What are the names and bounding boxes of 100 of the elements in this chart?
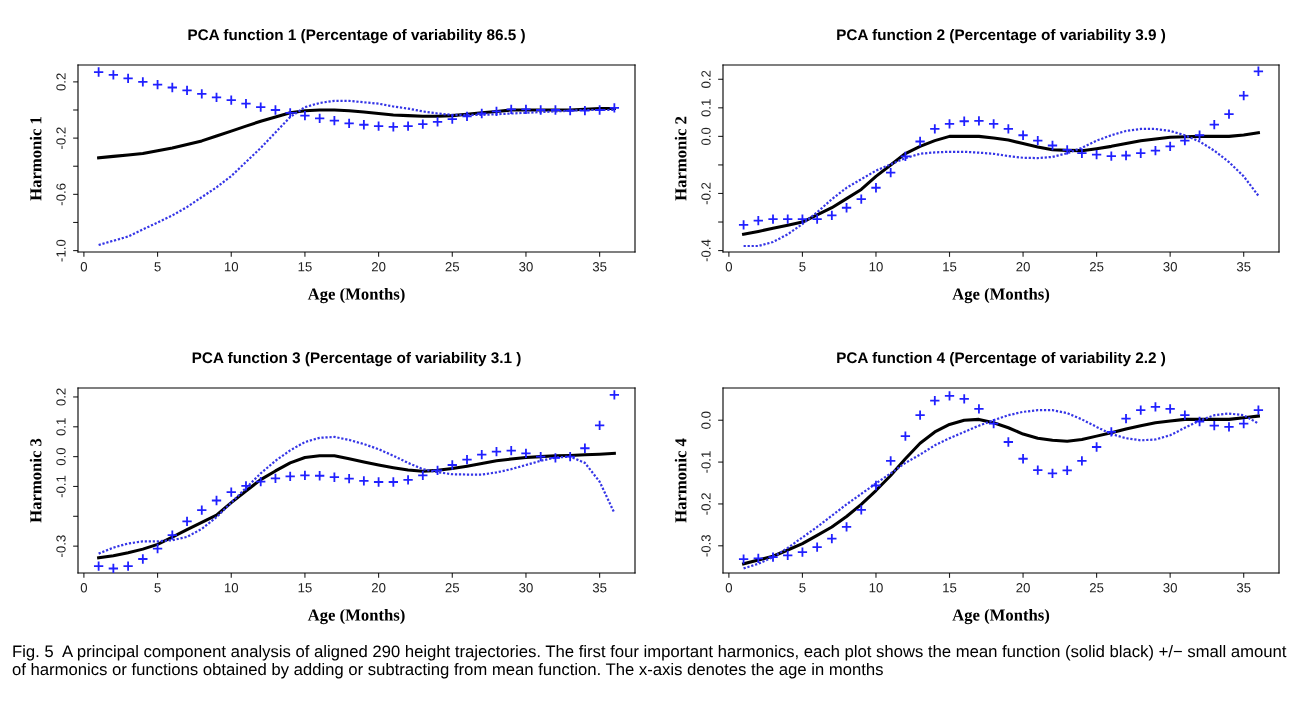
point (461, 110, 473, 122)
point (1223, 421, 1235, 433)
point (314, 470, 326, 482)
point (358, 475, 370, 487)
x-tick-label: 0 (725, 262, 733, 272)
x-tick-label: 5 (799, 262, 806, 272)
x-tick-label: 0 (725, 583, 733, 593)
y-tick-label: -0.6 (56, 183, 66, 206)
point (1208, 119, 1220, 131)
point (505, 445, 517, 457)
point (899, 430, 911, 442)
point (1017, 453, 1029, 465)
point (840, 202, 853, 214)
point (196, 88, 208, 100)
point (1164, 403, 1176, 415)
point (210, 91, 223, 103)
y-tick-label: 0.0 (701, 411, 711, 429)
point (840, 521, 853, 533)
point (299, 110, 311, 122)
point (461, 454, 473, 466)
x-tick-label: 5 (154, 583, 161, 593)
point (608, 102, 620, 114)
point (284, 107, 296, 119)
point (594, 419, 606, 431)
point (269, 104, 282, 116)
y-tick-label: 0.0 (56, 447, 66, 466)
point (358, 119, 370, 131)
point (796, 213, 808, 225)
x-tick-label: 20 (371, 262, 386, 272)
point (1164, 140, 1176, 152)
y-tick-label: 0.2 (701, 70, 711, 88)
point (608, 389, 620, 401)
point (137, 76, 149, 88)
point (1032, 135, 1044, 147)
x-tick-label: 10 (224, 583, 239, 593)
point (490, 105, 503, 117)
x-tick-label: 35 (592, 262, 607, 272)
point (1076, 147, 1088, 159)
chart-title: PCA function 4 (Percentage of variability 2.2 ) (837, 351, 1166, 367)
point (594, 104, 606, 116)
x-tick-label: 20 (1016, 262, 1030, 272)
point (826, 533, 838, 545)
point (122, 72, 134, 84)
x-tick-label: 35 (1236, 583, 1251, 593)
x-tick-label: 25 (445, 583, 460, 593)
caption: Fig. 5 A principal component analysis of aligned 290 height trajectories. The first four important harmonics, each plot shows the mean function (solid black) +/− small amount of harmonics or functions obtained by adding or subtracting from mean function. The x-axis denotes the age in months (12, 645, 1287, 679)
point (535, 104, 547, 116)
point (107, 69, 119, 81)
y-tick-label: -0.2 (701, 493, 711, 515)
point (181, 515, 193, 527)
point (93, 66, 105, 78)
y-tick-label: -0.1 (701, 451, 711, 473)
x-tick-label: 5 (799, 583, 806, 593)
x-tick-label: 0 (80, 583, 88, 593)
x-tick-label: 30 (519, 583, 533, 593)
point (196, 504, 208, 516)
y-tick-label: 0.2 (56, 73, 66, 91)
point (811, 541, 823, 553)
point (782, 213, 794, 225)
point (549, 452, 561, 464)
point (1149, 401, 1162, 413)
point (564, 105, 576, 117)
point (152, 542, 164, 555)
point (343, 117, 355, 129)
point (328, 471, 340, 483)
point (225, 94, 237, 106)
point (1076, 455, 1088, 467)
point (958, 393, 970, 405)
point (579, 442, 591, 454)
point (431, 116, 444, 128)
x-tick-label: 10 (869, 262, 883, 272)
x-axis-title: Age (Months) (307, 608, 405, 625)
point (973, 403, 985, 415)
point (870, 182, 882, 194)
point (446, 113, 458, 125)
y-tick-label: -0.2 (56, 127, 66, 149)
point (402, 474, 414, 486)
point (1091, 149, 1103, 161)
point (1105, 426, 1117, 438)
y-tick-label: -0.3 (701, 535, 711, 557)
point (973, 115, 985, 127)
y-axis-title: Harmonic 1 (29, 117, 42, 201)
point (738, 219, 750, 231)
point (299, 469, 311, 481)
point (387, 121, 399, 133)
point (579, 105, 591, 117)
y-axis-title: Harmonic 4 (674, 438, 687, 523)
x-tick-label: 10 (869, 583, 883, 593)
y-tick-label: -0.4 (701, 239, 711, 262)
point (166, 81, 178, 94)
point (93, 560, 105, 572)
y-tick-label: 0.0 (701, 127, 711, 146)
y-axis-title: Harmonic 2 (674, 116, 687, 201)
point (225, 486, 237, 498)
chart-title: PCA function 2 (Percentage of variability 3.9 ) (837, 28, 1166, 44)
chart-title: PCA function 3 (Percentage of variability 3.1 ) (192, 351, 521, 367)
x-tick-label: 15 (298, 262, 312, 272)
point (855, 504, 867, 516)
point (988, 118, 1000, 130)
point (564, 451, 576, 463)
